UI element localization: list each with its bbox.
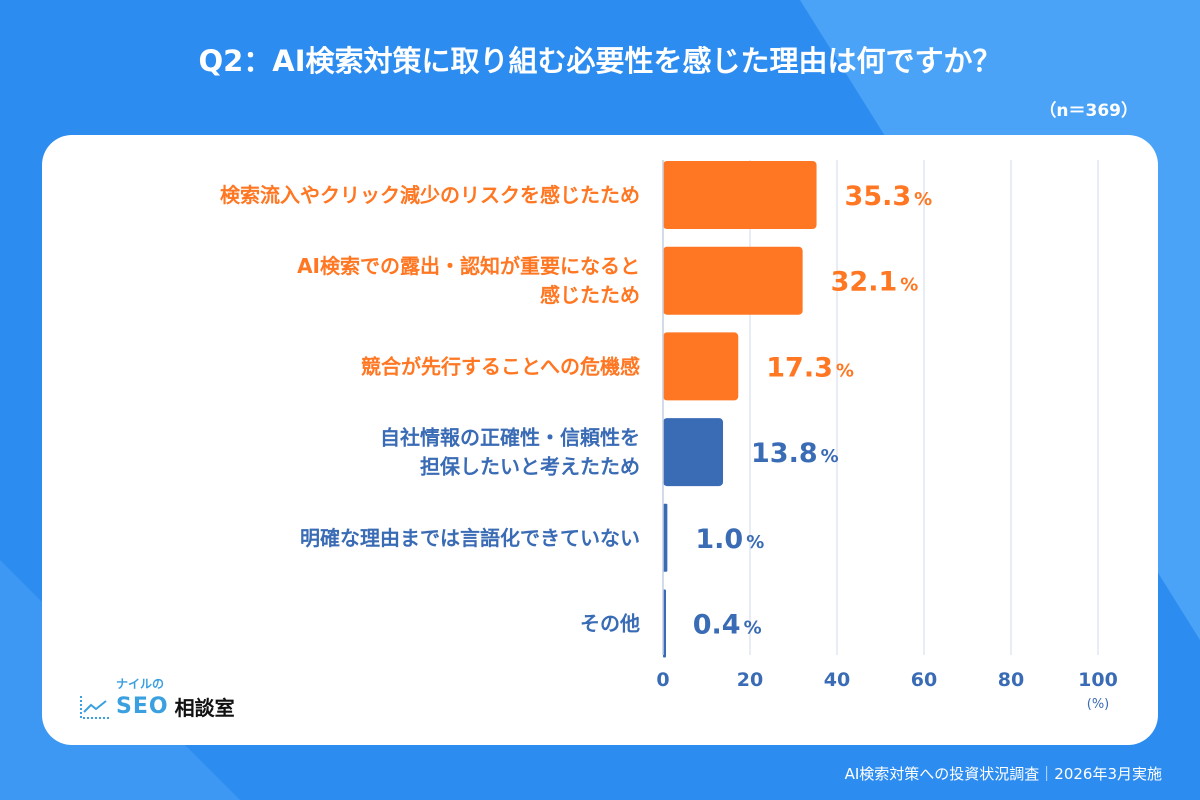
- chart-card: [42, 135, 1158, 745]
- logo-small-text: ナイルの: [116, 677, 165, 691]
- category-label: 競合が先行することへの危機感: [361, 354, 640, 378]
- x-axis-unit: (%): [1087, 697, 1110, 712]
- x-tick-label: 0: [656, 669, 669, 691]
- value-label: 1.0%: [695, 524, 764, 555]
- sample-size: （n＝369）: [1039, 101, 1138, 121]
- chart-title: Q2：AI検索対策に取り組む必要性を感じた理由は何ですか？: [198, 44, 1002, 78]
- bar: [663, 418, 724, 487]
- bar: [663, 161, 817, 229]
- bar: [663, 332, 739, 401]
- logo-kanji: 相談室: [174, 696, 235, 720]
- logo-seo: SEO: [116, 694, 169, 719]
- x-tick-label: 20: [737, 669, 763, 691]
- category-label: 検索流入やクリック減少のリスクを感じたため: [220, 183, 640, 207]
- footer-note: AI検索対策への投資状況調査｜2026年3月実施: [844, 765, 1162, 783]
- x-tick-label: 80: [998, 669, 1024, 691]
- value-label: 0.4%: [693, 610, 762, 641]
- value-label: 32.1%: [831, 267, 919, 298]
- x-tick-label: 100: [1078, 669, 1118, 691]
- category-label: 担保したいと考えたため: [420, 455, 640, 479]
- x-tick-label: 40: [824, 669, 850, 691]
- value-label: 13.8%: [751, 438, 839, 469]
- trend-chart-icon: [80, 695, 109, 719]
- category-label: AI検索での露出・認知が重要になると: [297, 254, 640, 278]
- bar: [663, 246, 803, 315]
- logo: ナイルの SEO 相談室: [80, 675, 235, 721]
- x-tick-label: 60: [911, 669, 937, 691]
- value-label: 35.3%: [845, 181, 933, 212]
- value-label: 17.3%: [766, 352, 854, 383]
- category-label: 感じたため: [540, 283, 640, 307]
- bar: [663, 503, 668, 572]
- category-label: その他: [580, 612, 640, 636]
- category-label: 明確な理由までは言語化できていない: [300, 526, 640, 550]
- category-label: 自社情報の正確性・信頼性を: [380, 426, 640, 450]
